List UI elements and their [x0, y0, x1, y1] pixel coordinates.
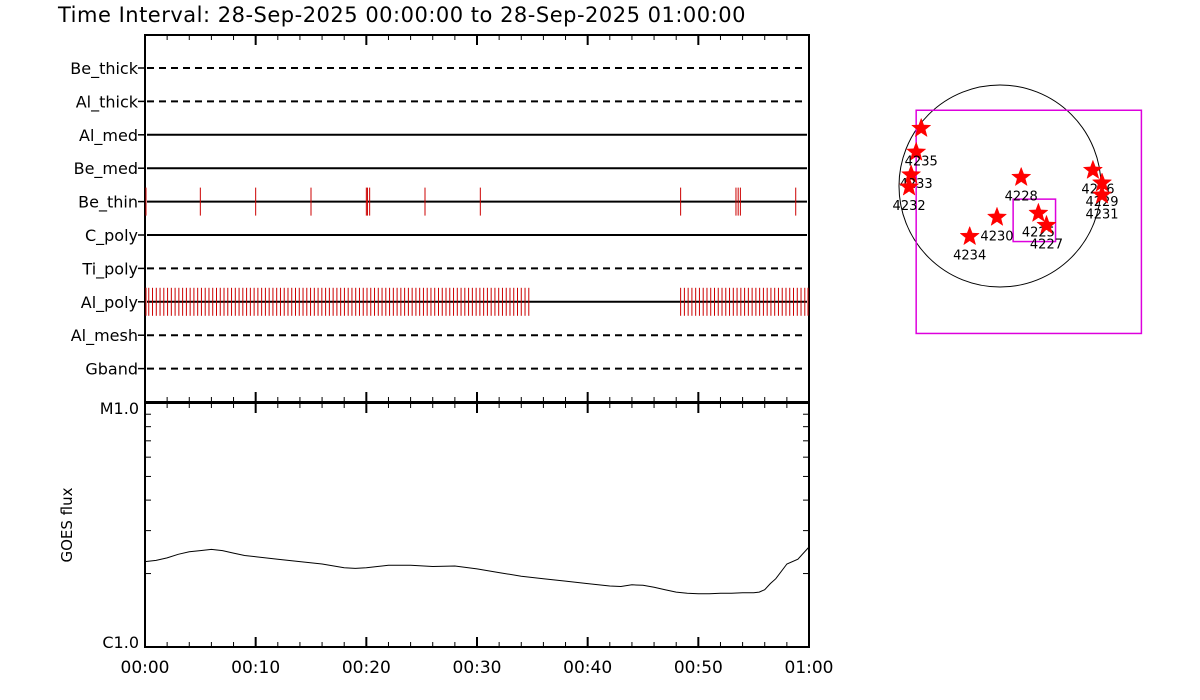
- row-label-al-thick: Al_thick: [76, 92, 139, 112]
- active-region-label: 4229: [1085, 195, 1118, 210]
- active-region-label: 4234: [953, 249, 986, 264]
- x-tick-label: 00:10: [231, 658, 280, 678]
- active-region-star: [1036, 214, 1057, 235]
- row-label-gband: Gband: [85, 360, 138, 379]
- active-region-label: 4232: [893, 199, 926, 214]
- active-region-star: [898, 176, 920, 196]
- active-region-label: 4231: [1085, 207, 1118, 222]
- x-tick-label: 01:00: [785, 658, 834, 678]
- row-label-be-thick: Be_thick: [70, 59, 138, 79]
- x-tick-label: 00:40: [563, 658, 612, 678]
- x-tick-label: 00:50: [674, 658, 723, 678]
- goes-y-tick-label: C1.0: [102, 633, 139, 652]
- row-label-c-poly: C_poly: [85, 226, 138, 246]
- timeline-frame: [144, 34, 810, 403]
- goes-y-axis-label: GOES flux: [58, 487, 76, 562]
- active-region-star: [1091, 184, 1113, 204]
- x-tick-label: 00:20: [342, 658, 391, 678]
- row-label-al-poly: Al_poly: [81, 293, 138, 313]
- row-label-be-med: Be_med: [74, 159, 138, 179]
- row-label-ti-poly: Ti_poly: [81, 259, 138, 279]
- active-region-star: [1011, 166, 1032, 187]
- active-region-label: 4235: [905, 154, 938, 169]
- active-region-label: 4228: [1005, 190, 1038, 205]
- solar-disk-map: 4235423342324228423042344225422742264229…: [893, 84, 1143, 335]
- active-region-star: [1028, 202, 1049, 222]
- instrument-timeline-chart: Be_thick Al_thick Al_med Be_med Be_thin C_pol…: [70, 34, 810, 403]
- roi-box: [1012, 198, 1057, 243]
- active-region-label: 4227: [1030, 238, 1063, 253]
- x-tick-label: 00:30: [453, 658, 502, 678]
- goes-flux-chart: GOES flux M1.0 C1.0 00:00 00:10 00:20 00:30 00…: [58, 35, 834, 678]
- row-label-al-mesh: Al_mesh: [71, 326, 138, 346]
- row-label-al-med: Al_med: [79, 126, 138, 146]
- goes-frame: [144, 402, 810, 648]
- chart-title: Time Interval: 28-Sep-2025 00:00:00 to 2…: [57, 3, 746, 27]
- active-region-star: [906, 141, 927, 161]
- goes-y-tick-label: M1.0: [100, 399, 139, 418]
- field-of-view-box: [915, 109, 1143, 335]
- active-region-star: [959, 225, 980, 246]
- active-region-label: 4230: [980, 230, 1013, 245]
- goes-flux-line: [144, 546, 810, 595]
- x-tick-label: 00:00: [121, 658, 170, 678]
- row-label-be-thin: Be_thin: [78, 193, 138, 213]
- active-region-star: [986, 206, 1008, 226]
- active-region-star: [911, 117, 932, 138]
- active-region-star: [900, 164, 922, 184]
- active-region-star: [1082, 159, 1104, 179]
